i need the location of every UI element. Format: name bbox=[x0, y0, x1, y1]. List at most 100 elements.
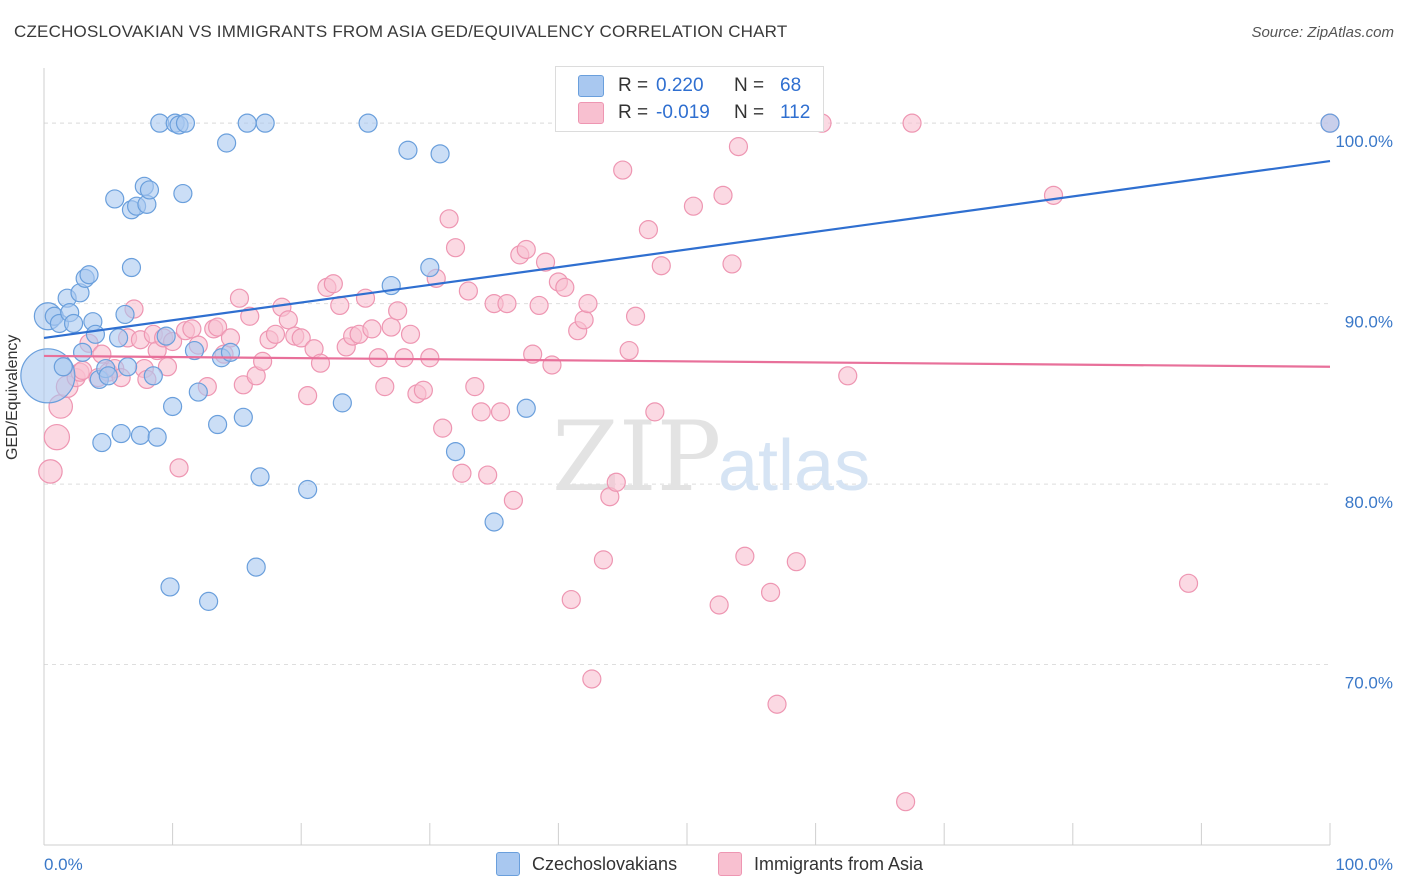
czechoslovakians-point bbox=[92, 432, 112, 453]
immigrants-from-asia-point bbox=[1043, 185, 1064, 205]
trend-lines bbox=[43, 159, 1331, 368]
immigrants-from-asia-point bbox=[625, 306, 646, 326]
y-tick-label: 70.0% bbox=[1345, 674, 1393, 693]
czechoslovakians-point bbox=[98, 366, 118, 386]
czechoslovakians-trend-line bbox=[43, 159, 1331, 339]
czechoslovakians-point bbox=[445, 441, 466, 462]
czechoslovakians-point bbox=[156, 326, 176, 346]
czechoslovakians-point bbox=[105, 189, 125, 209]
immigrants-from-asia-point bbox=[613, 160, 633, 180]
immigrants-from-asia-point bbox=[529, 295, 549, 316]
immigrants-from-asia-point bbox=[182, 319, 202, 339]
czechoslovakians-point bbox=[332, 393, 352, 413]
y-tick-label: 90.0% bbox=[1345, 313, 1393, 332]
czechoslovakians-point bbox=[111, 423, 131, 444]
immigrants-from-asia-point bbox=[606, 472, 626, 492]
czechoslovakians-point bbox=[217, 133, 237, 153]
immigrants-from-asia-point bbox=[381, 317, 401, 337]
immigrants-from-asia-point bbox=[535, 252, 556, 272]
czechoslovakians-point bbox=[108, 328, 129, 348]
immigrants-from-asia-point bbox=[413, 380, 433, 400]
immigrants-from-asia-point bbox=[253, 351, 273, 371]
immigrants-from-asia-point bbox=[651, 256, 671, 276]
y-tick-label: 100.0% bbox=[1335, 132, 1393, 151]
legend-item-immigrants-from-asia[interactable]: Immigrants from Asia bbox=[718, 852, 923, 876]
immigrants-from-asia-point bbox=[619, 340, 639, 361]
czechoslovakians-point bbox=[199, 591, 219, 611]
legend-row-czechoslovakians: R = 0.220 N = 68 bbox=[578, 73, 801, 99]
czechoslovakians-point bbox=[358, 113, 378, 133]
watermark-atlas: atlas bbox=[718, 426, 870, 506]
immigrants-from-asia-point bbox=[516, 239, 536, 260]
legend-n-label: N = bbox=[734, 102, 765, 123]
czechoslovakians-point bbox=[53, 357, 73, 377]
y-tick-label: 80.0% bbox=[1345, 493, 1393, 512]
czechoslovakians-point bbox=[298, 479, 318, 500]
czechoslovakians-point bbox=[250, 467, 270, 487]
immigrants-from-asia-point bbox=[561, 589, 581, 610]
immigrants-from-asia-point bbox=[542, 355, 562, 375]
x-tick-label: 100.0% bbox=[1335, 855, 1393, 874]
czechoslovakians-point bbox=[246, 557, 266, 577]
immigrants-from-asia-point bbox=[896, 792, 916, 812]
series-legend: Czechoslovakians Immigrants from Asia bbox=[0, 852, 1406, 878]
immigrants-from-asia-point bbox=[760, 582, 781, 602]
immigrants-from-asia-point bbox=[278, 310, 298, 330]
czechoslovakians-point bbox=[398, 140, 418, 160]
czechoslovakians-point bbox=[233, 407, 253, 427]
immigrants-from-asia-point bbox=[503, 490, 523, 510]
legend-row-immigrants-from-asia: R = -0.019 N = 112 bbox=[578, 100, 810, 126]
immigrants-from-asia-point bbox=[229, 288, 250, 308]
immigrants-from-asia-point bbox=[265, 324, 286, 344]
watermark-zip: ZIP bbox=[552, 401, 721, 513]
immigrants-from-asia-point bbox=[767, 694, 787, 714]
czechoslovakians-point bbox=[237, 113, 257, 133]
czechoslovakians-point bbox=[121, 257, 142, 278]
immigrants-from-asia-point bbox=[582, 669, 602, 689]
immigrants-from-asia-point bbox=[388, 301, 408, 321]
immigrants-from-asia-point bbox=[38, 459, 63, 484]
immigrants-from-asia-point bbox=[375, 377, 395, 397]
immigrants-from-asia-point bbox=[169, 458, 189, 478]
legend-item-czechoslovakians[interactable]: Czechoslovakians bbox=[496, 852, 677, 876]
blue-swatch-icon bbox=[496, 852, 520, 876]
czechoslovakians-point bbox=[85, 324, 106, 344]
correlation-legend: R = 0.220 N = 68 R = -0.019 N = 112 bbox=[555, 66, 824, 132]
immigrants-from-asia-point bbox=[291, 328, 311, 348]
czechoslovakians-point bbox=[143, 366, 163, 386]
czechoslovakians-point bbox=[130, 425, 151, 445]
immigrants-from-asia-point bbox=[394, 348, 414, 368]
pink-swatch-icon bbox=[718, 852, 742, 876]
immigrants-from-asia-point bbox=[240, 306, 260, 326]
czechoslovakians-point bbox=[430, 144, 450, 164]
watermark: ZIP atlas bbox=[552, 401, 870, 513]
czechoslovakians-point bbox=[79, 265, 99, 285]
immigrants-from-asia-trend-line bbox=[43, 354, 1331, 368]
y-axis-label: GED/Equivalency bbox=[4, 334, 21, 460]
axes bbox=[43, 68, 1331, 846]
immigrants-from-asia-point bbox=[445, 238, 466, 258]
immigrants-from-asia-points bbox=[38, 113, 1340, 812]
immigrants-from-asia-point bbox=[298, 386, 318, 406]
immigrants-from-asia-point bbox=[471, 402, 491, 422]
legend-label-immigrants-from-asia: Immigrants from Asia bbox=[754, 853, 924, 874]
immigrants-from-asia-point bbox=[713, 185, 733, 205]
immigrants-from-asia-point bbox=[578, 294, 598, 314]
pink-swatch-icon bbox=[578, 102, 604, 124]
immigrants-from-asia-point bbox=[208, 317, 228, 337]
immigrants-from-asia-point bbox=[902, 113, 922, 133]
czechoslovakians-point bbox=[160, 577, 180, 597]
czechoslovakians-points bbox=[20, 113, 1340, 611]
legend-r-value: -0.019 bbox=[656, 102, 710, 123]
immigrants-from-asia-point bbox=[478, 465, 498, 485]
legend-r-label: R = bbox=[618, 75, 649, 96]
immigrants-from-asia-point bbox=[323, 274, 343, 294]
immigrants-from-asia-point bbox=[362, 319, 382, 339]
czechoslovakians-point bbox=[115, 304, 135, 325]
czechoslovakians-point bbox=[188, 382, 208, 402]
immigrants-from-asia-point bbox=[638, 220, 659, 240]
czechoslovakians-point bbox=[72, 342, 93, 362]
czechoslovakians-point bbox=[175, 113, 196, 133]
immigrants-from-asia-point bbox=[43, 423, 71, 451]
